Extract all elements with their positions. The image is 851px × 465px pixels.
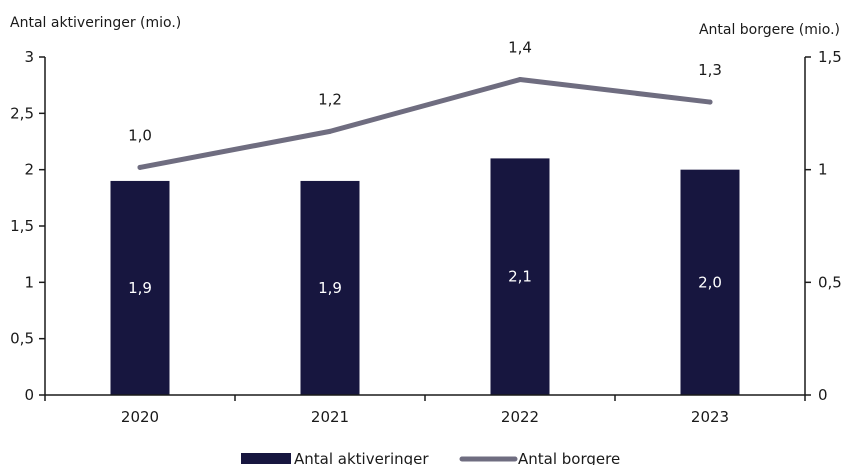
left-tick-label: 2	[24, 161, 34, 179]
left-tick-label: 1,5	[10, 217, 34, 235]
line-series: 1,0 1,2 1,4 1,3	[128, 39, 722, 170]
line-point	[137, 164, 143, 170]
bar	[490, 158, 550, 395]
right-tick-label: 0	[818, 386, 828, 404]
left-tick-label: 0,5	[10, 330, 34, 348]
bar	[680, 169, 740, 395]
right-tick-label: 1	[818, 161, 828, 179]
legend-label-bar: Antal aktiveringer	[294, 450, 429, 465]
x-tick-label: 2020	[121, 408, 159, 426]
bar-value-label: 2,0	[698, 273, 722, 291]
bar-value-label: 2,1	[508, 268, 532, 286]
left-tick-label: 3	[24, 48, 34, 66]
line-point	[517, 77, 523, 83]
right-axis-title: Antal borgere (mio.)	[699, 22, 840, 38]
bar	[110, 180, 170, 395]
line-point	[327, 128, 333, 134]
left-y-axis: 0 0,5 1 1,5 2 2,5 3	[10, 48, 46, 404]
line-value-label: 1,4	[508, 39, 532, 57]
line-value-label: 1,0	[128, 126, 152, 144]
left-tick-label: 0	[24, 386, 34, 404]
right-y-axis: 0 0,5 1 1,5	[804, 48, 842, 404]
bar-value-label: 1,9	[318, 279, 342, 297]
series-line	[137, 77, 713, 170]
left-axis-title: Antal aktiveringer (mio.)	[10, 15, 181, 31]
legend: Antal aktiveringer Antal borgere	[241, 450, 620, 465]
line-value-label: 1,3	[698, 61, 722, 79]
line-value-label: 1,2	[318, 90, 342, 108]
x-axis: 2020 2021 2022 2023	[44, 394, 806, 426]
bar	[300, 180, 360, 395]
line-point	[707, 99, 713, 105]
legend-swatch-bar	[241, 453, 291, 464]
right-tick-label: 0,5	[818, 273, 842, 291]
left-tick-label: 1	[24, 273, 34, 291]
x-tick-label: 2022	[501, 408, 539, 426]
x-tick-label: 2023	[691, 408, 729, 426]
bar-value-label: 1,9	[128, 279, 152, 297]
left-tick-label: 2,5	[10, 104, 34, 122]
bar-series: 1,9 1,9 2,1 2,0	[110, 158, 740, 395]
right-tick-label: 1,5	[818, 48, 842, 66]
legend-label-line: Antal borgere	[518, 450, 620, 465]
x-tick-label: 2021	[311, 408, 349, 426]
